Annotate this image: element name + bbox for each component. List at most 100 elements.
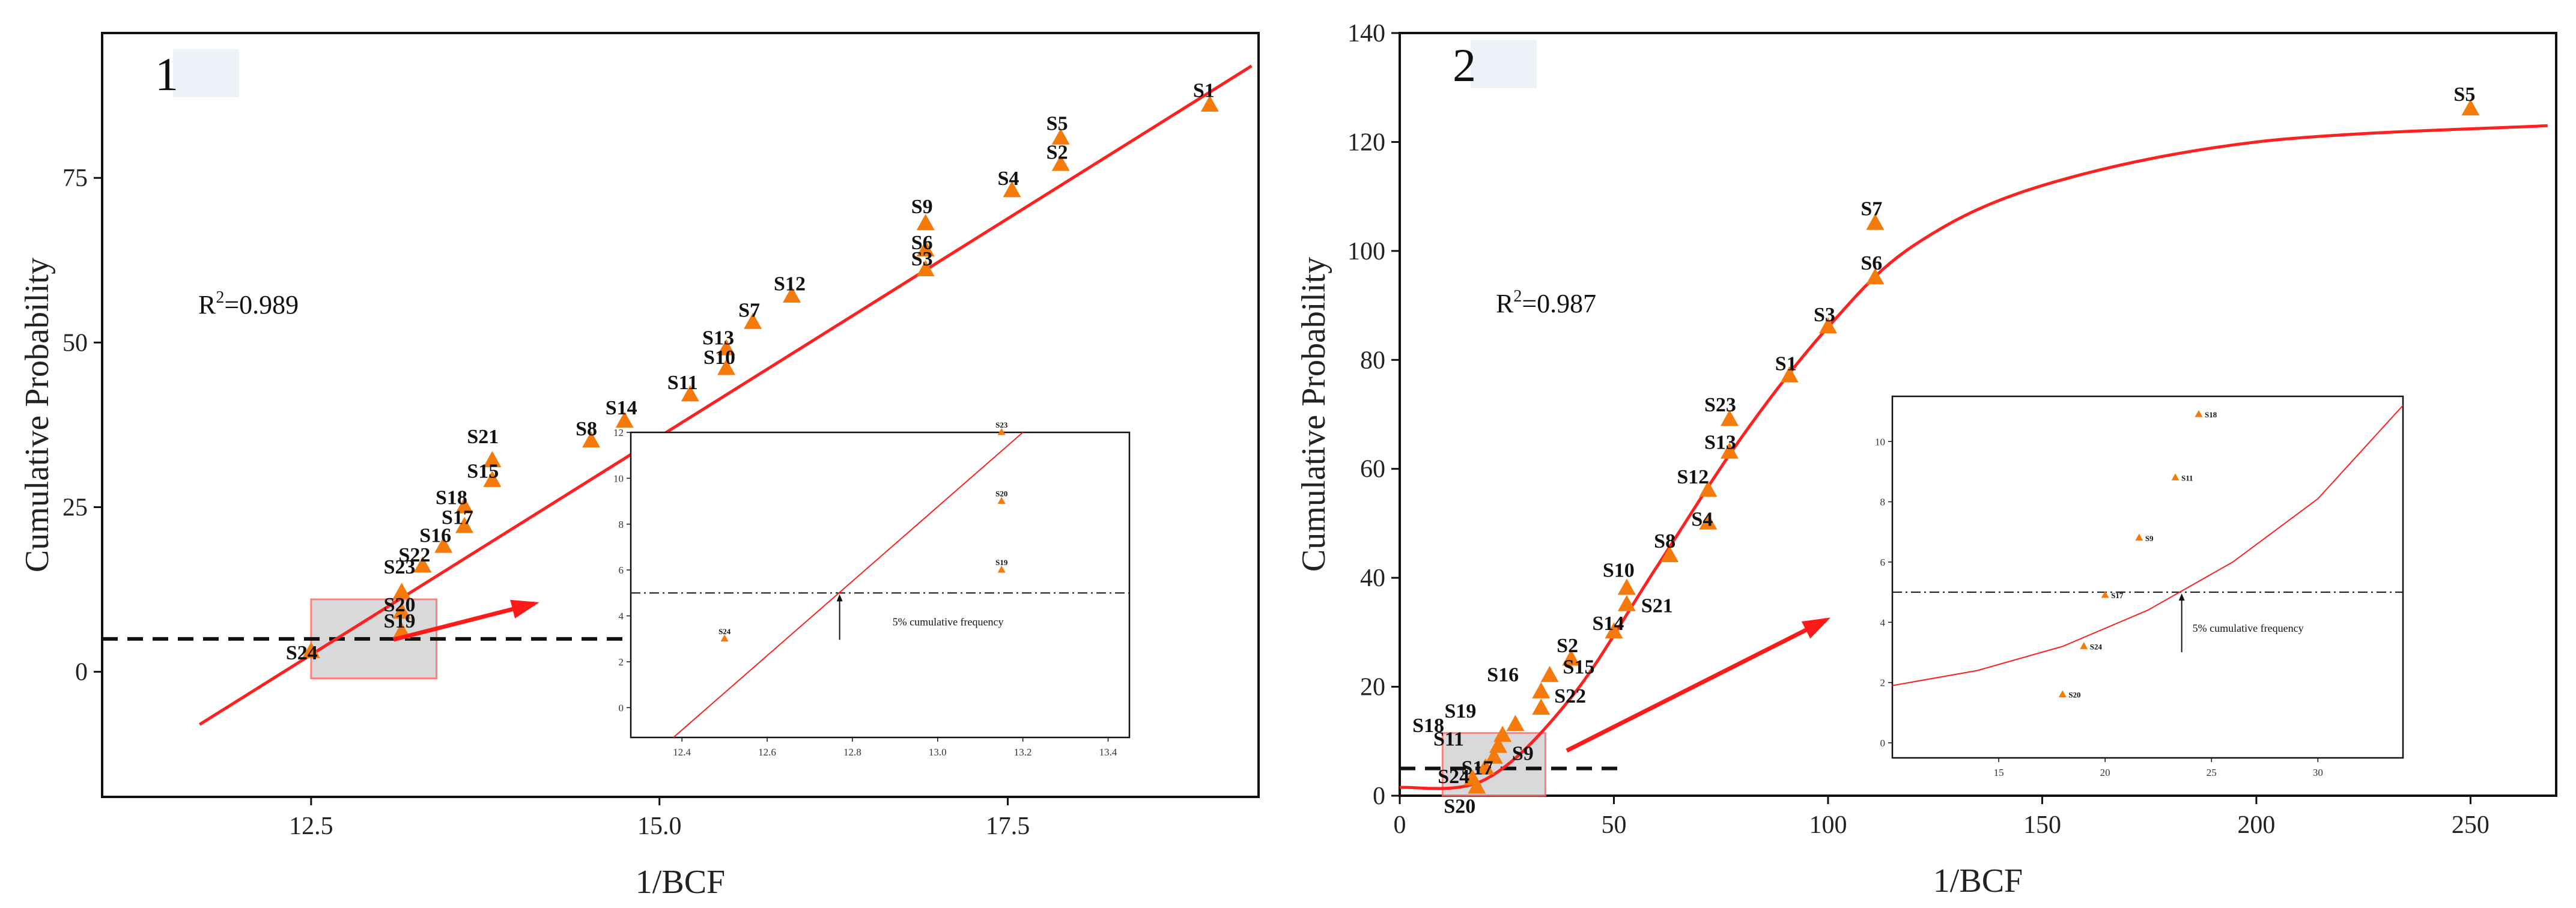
data-point (1720, 410, 1739, 426)
data-point (1476, 758, 1495, 775)
inset-y-tick-label: 10 (613, 473, 624, 484)
data-point-label: S17 (1462, 757, 1493, 779)
data-point-label: S11 (667, 372, 698, 394)
y-tick-label: 80 (1360, 347, 1385, 374)
data-point-label: S8 (1654, 530, 1675, 552)
inset-chart: 15 20 25 30 0 2 4 6 8 10 5% cumulative frequency S1… (1875, 395, 2404, 778)
data-point-label: S8 (576, 418, 597, 440)
data-point-label: S14 (606, 397, 637, 419)
x-tick-label: 0 (1394, 811, 1406, 839)
data-point (1532, 698, 1551, 715)
data-point (744, 312, 762, 329)
zoom-region (1441, 732, 1546, 797)
data-point (681, 385, 699, 402)
y-axis-title: Cumulative Probability (19, 258, 56, 572)
data-point-label: S23 (1704, 394, 1736, 416)
y-tick-label: 120 (1347, 129, 1385, 156)
data-point (1051, 128, 1070, 145)
data-point-label: S17 (442, 506, 473, 528)
data-point (1540, 665, 1559, 682)
inset-data-point-label: S20 (2068, 691, 2080, 700)
data-point-label: S24 (286, 642, 318, 664)
data-point-label: S24 (1438, 766, 1469, 788)
inset-frame (1891, 395, 2404, 759)
data-point (1780, 366, 1799, 383)
data-point-label: S1 (1193, 80, 1215, 102)
data-point (483, 451, 502, 468)
data-point-label: S6 (1861, 252, 1882, 274)
data-point-label: S20 (384, 594, 416, 616)
data-point (1866, 268, 1885, 285)
data-point-label: S18 (1412, 715, 1444, 737)
inset-data-point (2195, 410, 2203, 417)
data-point-label: S13 (702, 327, 734, 349)
y-tick-label: 75 (62, 165, 88, 192)
data-point-label: S22 (398, 544, 430, 566)
data-point-label: S1 (1775, 353, 1797, 375)
data-point-label: S7 (1861, 198, 1882, 220)
inset-arrow-head (836, 594, 843, 602)
data-point-label: S23 (384, 556, 416, 578)
y-axis-title: Cumulative Probability (1295, 257, 1332, 572)
data-point (1562, 649, 1581, 666)
data-point-label: S9 (1512, 743, 1534, 765)
inset-data-point-label: S24 (2090, 642, 2103, 651)
data-point-label: S21 (467, 426, 499, 448)
data-point (1699, 480, 1718, 497)
data-point-label: S9 (911, 196, 933, 218)
data-point-label: S11 (1433, 728, 1464, 750)
data-point (1200, 95, 1219, 112)
y-tick-label: 50 (62, 329, 88, 357)
inset-data-point (2171, 473, 2180, 480)
y-tick-label: 25 (62, 494, 88, 522)
inset-x-tick-label: 25 (2207, 767, 2217, 778)
inset-y-tick-label: 2 (1880, 677, 1886, 689)
data-point (717, 339, 736, 356)
data-point (1051, 154, 1070, 171)
x-tick-label: 200 (2237, 811, 2275, 839)
y-tick-label: 60 (1360, 456, 1385, 483)
data-point (916, 260, 935, 277)
x-tick-label: 250 (2452, 811, 2489, 839)
data-point-label: S18 (436, 487, 467, 509)
inset-y-tick-label: 6 (619, 564, 624, 576)
inset-data-point (997, 497, 1006, 504)
data-point (1660, 546, 1679, 563)
inset-y-tick-label: 0 (1880, 737, 1886, 749)
panel-label: 1 (155, 48, 178, 100)
panel-label-highlight (173, 49, 239, 97)
data-point-label: S2 (1557, 635, 1578, 657)
data-point (916, 214, 935, 231)
data-point (392, 602, 411, 619)
data-point (2461, 99, 2480, 116)
x-tick-label: 12.5 (289, 813, 333, 840)
y-tick-label: 0 (1373, 782, 1385, 810)
zoom-arrow-head (510, 599, 539, 619)
data-point (1617, 578, 1636, 595)
zoom-arrow (1566, 617, 1827, 753)
fit-curve (1399, 124, 2548, 790)
data-point-label: S12 (1677, 466, 1709, 488)
inset-chart: 12.4 12.6 12.8 13.0 13.2 13.4 0 2 4 6 8 10 12 5% cumu… (613, 420, 1131, 758)
data-point (413, 556, 432, 573)
x-tick-label: 17.5 (986, 813, 1030, 840)
inset-arrow-head (2178, 593, 2185, 601)
inset-x-tick-label: 13.4 (1099, 746, 1117, 758)
data-point-label: S3 (911, 248, 933, 270)
inset-x-tick-label: 30 (2313, 767, 2323, 778)
x-tick-label: 15.0 (637, 813, 682, 840)
inset-x-tick-label: 13.2 (1014, 746, 1032, 758)
inset-fit-curve (673, 432, 1024, 738)
data-point-label: S19 (1445, 700, 1477, 722)
inset-x-tick-label: 15 (1994, 767, 2004, 778)
data-point (455, 497, 474, 513)
data-point (455, 516, 474, 533)
inset-frame (630, 431, 1131, 739)
data-point-label: S4 (997, 168, 1019, 190)
x-axis-title: 1/BCF (1933, 862, 2023, 900)
data-point-label: S16 (419, 524, 451, 546)
y-tick-label: 40 (1360, 564, 1385, 592)
data-point (1818, 317, 1837, 334)
inset-data-point (997, 428, 1006, 435)
